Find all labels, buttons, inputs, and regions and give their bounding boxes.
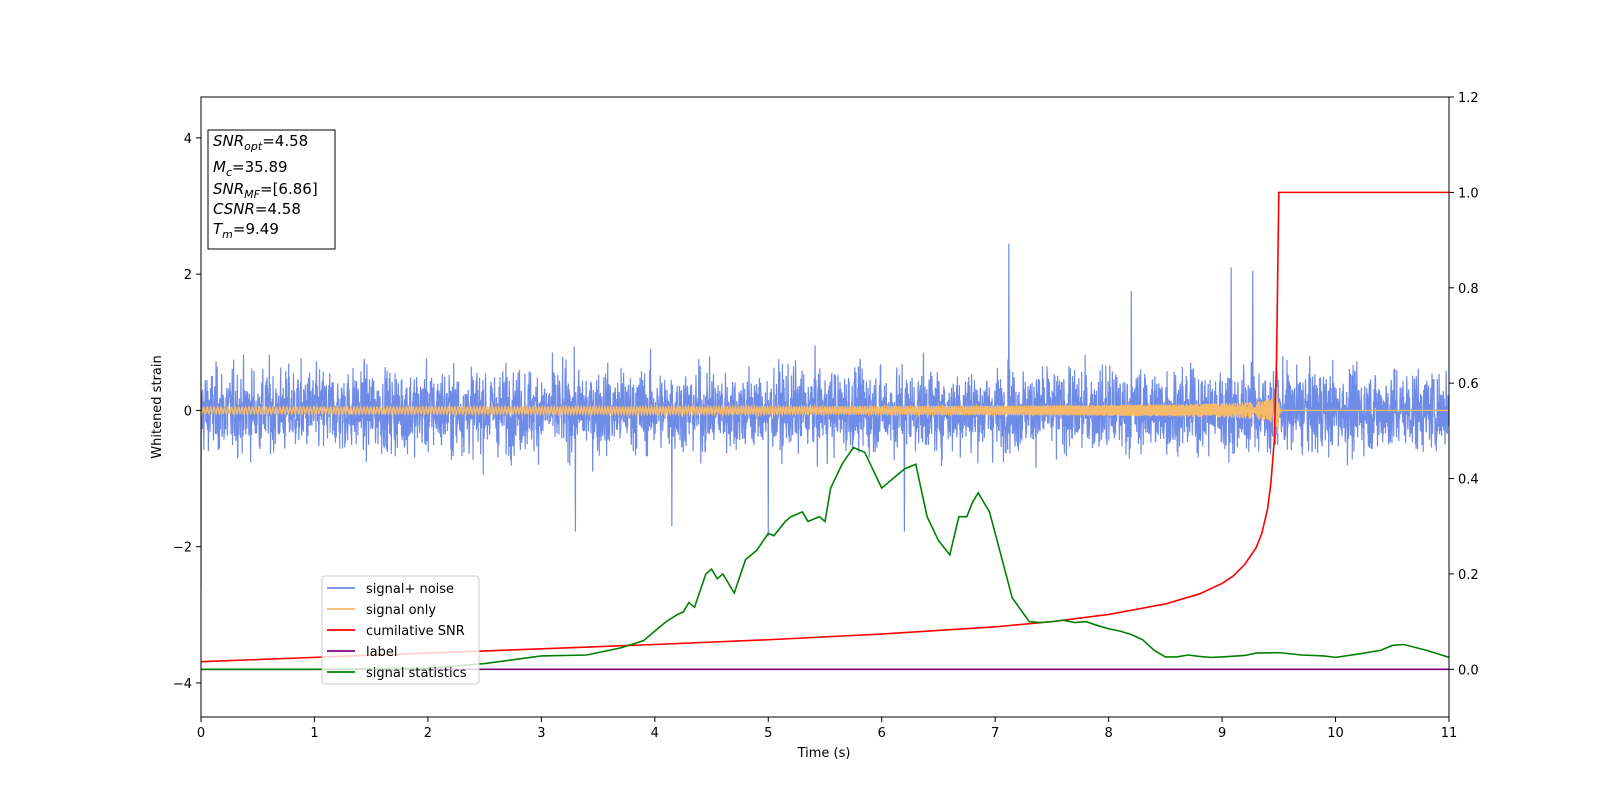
y-left-tick-label: −2 — [173, 541, 192, 556]
x-tick-label: 9 — [1218, 726, 1226, 741]
y-left-tick-label: −4 — [173, 677, 192, 692]
y-left-tick-label: 4 — [184, 132, 192, 147]
info-line-symbol: SNR — [213, 180, 244, 198]
info-line-value: =[6.86] — [260, 180, 318, 198]
info-line: Tm=9.49 — [213, 220, 279, 241]
x-tick-label: 8 — [1104, 726, 1112, 741]
x-tick-label: 11 — [1441, 726, 1458, 741]
y-right-tick-label: 0.6 — [1458, 377, 1479, 392]
y-right-tick-label: 1.0 — [1458, 186, 1479, 201]
info-line-subscript: c — [226, 166, 232, 179]
x-axis: 0 1 2 3 4 5 6 7 8 9 10 11 — [197, 717, 1457, 741]
info-line-symbol: T — [213, 220, 224, 238]
x-tick-label: 10 — [1327, 726, 1344, 741]
x-tick-label: 5 — [764, 726, 772, 741]
legend-item: label — [327, 645, 397, 660]
info-line-symbol: M — [213, 158, 226, 176]
info-line-subscript: MF — [244, 188, 260, 201]
info-line: SNRopt=4.58 — [213, 132, 308, 153]
x-tick-label: 1 — [310, 726, 318, 741]
legend-item: signal+ noise — [327, 582, 454, 597]
y-right-tick-label: 0.2 — [1458, 568, 1479, 583]
legend-frame — [321, 575, 480, 685]
info-line: SNRMF=[6.86] — [213, 180, 318, 201]
info-line-subscript: opt — [244, 140, 263, 153]
info-line-value: =9.49 — [233, 220, 279, 238]
x-tick-label: 6 — [878, 726, 886, 741]
legend: signal+ noise signal only cumilative SNR la… — [321, 575, 480, 685]
x-tick-label: 0 — [197, 726, 205, 741]
y-axis-right: 0.0 0.2 0.4 0.6 0.8 1.0 1.2 — [1449, 91, 1479, 678]
info-line-symbol: CSNR — [213, 200, 255, 218]
y-left-tick-label: 2 — [184, 268, 192, 283]
legend-item: cumilative SNR — [327, 624, 465, 639]
plot-frame — [200, 96, 1450, 718]
y-left-tick-label: 0 — [184, 404, 192, 419]
info-line-value: =4.58 — [262, 132, 308, 150]
y-right-tick-label: 0.0 — [1458, 663, 1479, 678]
legend-label: signal+ noise — [366, 582, 454, 597]
x-tick-label: 4 — [651, 726, 659, 741]
info-line-value: =35.89 — [232, 158, 288, 176]
legend-label: label — [366, 645, 397, 660]
legend-label: signal only — [366, 603, 436, 618]
x-tick-label: 3 — [537, 726, 545, 741]
series-line — [201, 191, 1449, 663]
y-right-tick-label: 1.2 — [1458, 91, 1479, 106]
legend-item: signal statistics — [327, 666, 467, 681]
y-axis-left-label: Whitened strain — [150, 355, 165, 458]
info-box: SNRopt=4.58Mc=35.89SNRMF=[6.86]CSNR=4.58… — [207, 129, 336, 250]
x-axis-label: Time (s) — [797, 746, 851, 761]
legend-label: cumilative SNR — [366, 624, 465, 639]
y-right-tick-label: 0.8 — [1458, 282, 1479, 297]
y-axis-left: −4 −2 0 2 4 — [173, 132, 201, 692]
info-line: CSNR=4.58 — [213, 200, 301, 218]
info-line-value: =4.58 — [255, 200, 301, 218]
info-line-subscript: m — [222, 228, 233, 241]
series-line — [201, 446, 1449, 671]
legend-label: signal statistics — [366, 666, 467, 681]
legend-item: signal only — [327, 603, 436, 618]
x-tick-label: 7 — [991, 726, 999, 741]
info-line: Mc=35.89 — [213, 158, 288, 179]
y-right-tick-label: 0.4 — [1458, 473, 1479, 488]
info-line-symbol: SNR — [213, 132, 244, 150]
x-tick-label: 2 — [424, 726, 432, 741]
info-box-frame — [207, 129, 336, 250]
series-line — [201, 387, 1449, 434]
